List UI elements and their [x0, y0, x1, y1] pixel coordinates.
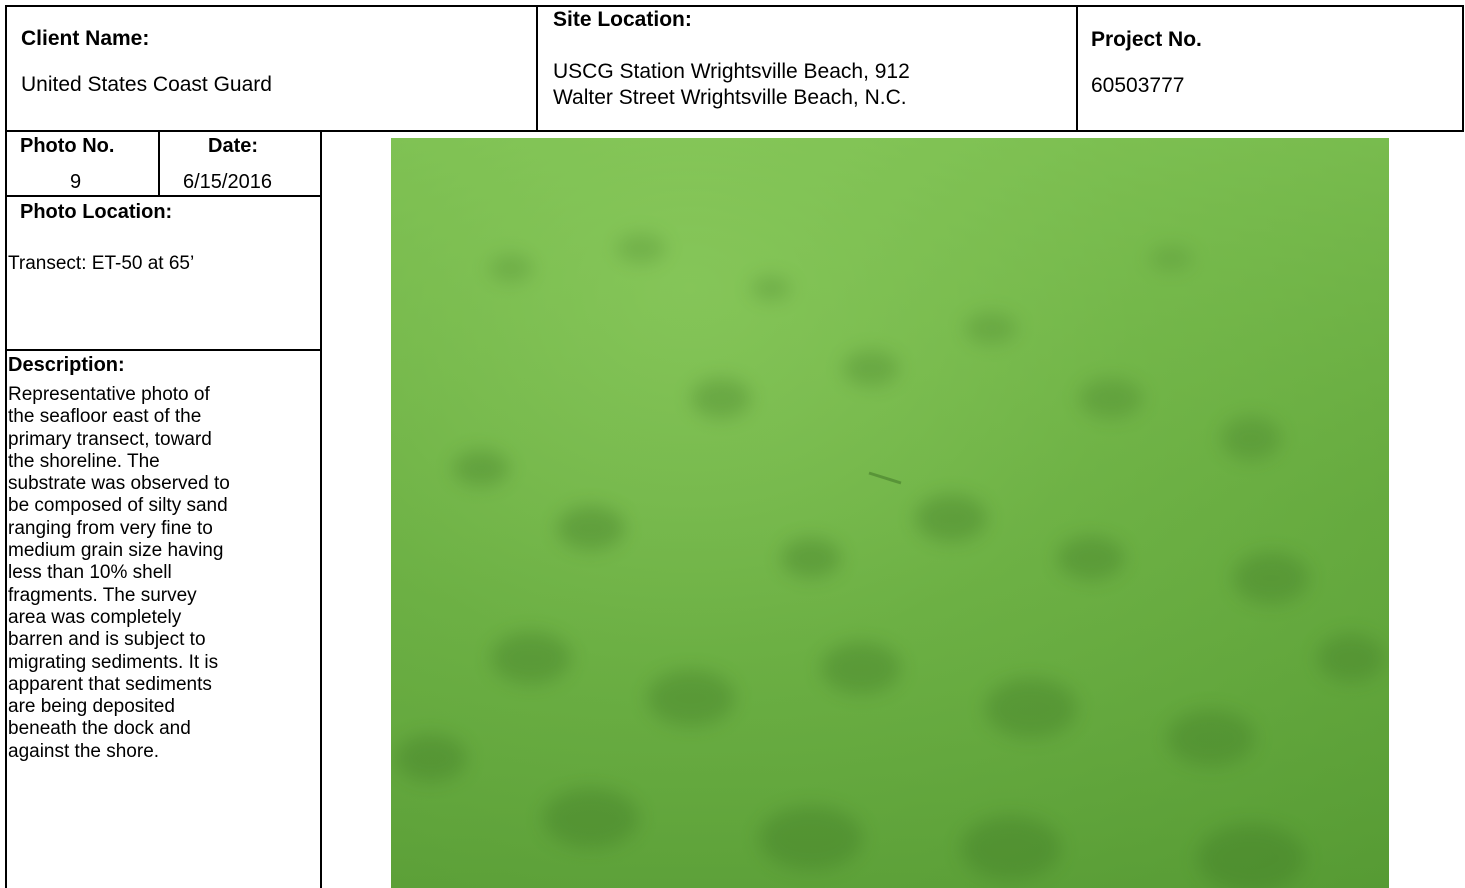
photo-no-divider: [158, 130, 160, 196]
client-name-label: Client Name:: [21, 27, 150, 50]
seafloor-photo: [391, 138, 1389, 888]
project-no-value: 60503777: [1091, 74, 1185, 97]
header-bottom-rule: [5, 130, 1464, 132]
right-border: [1462, 5, 1464, 132]
description-label: Description:: [8, 354, 125, 376]
location-bottom-rule: [5, 349, 322, 351]
date-value: 6/15/2016: [183, 171, 272, 193]
photo-location-value: Transect: ET-50 at 65’: [8, 253, 195, 274]
date-label: Date:: [208, 135, 259, 157]
photo-location-label: Photo Location:: [20, 201, 173, 223]
info-column-border: [320, 130, 322, 888]
site-location-line-2: Walter Street Wrightsville Beach, N.C.: [553, 86, 907, 109]
header-divider-1: [536, 5, 538, 132]
client-name-value: United States Coast Guard: [21, 73, 272, 96]
header-divider-2: [1076, 5, 1078, 132]
site-location-label: Site Location:: [553, 8, 692, 31]
site-location-line-1: USCG Station Wrightsville Beach, 912: [553, 60, 910, 83]
top-rule: [5, 5, 1464, 7]
left-border: [5, 5, 7, 888]
photo-no-value: 9: [70, 171, 82, 193]
seafloor-texture: [391, 138, 1389, 888]
photo-no-bottom-rule: [5, 195, 322, 197]
project-no-label: Project No.: [1091, 28, 1202, 51]
photo-no-label: Photo No.: [20, 135, 115, 157]
description-text: Representative photo of the seafloor eas…: [8, 384, 230, 762]
